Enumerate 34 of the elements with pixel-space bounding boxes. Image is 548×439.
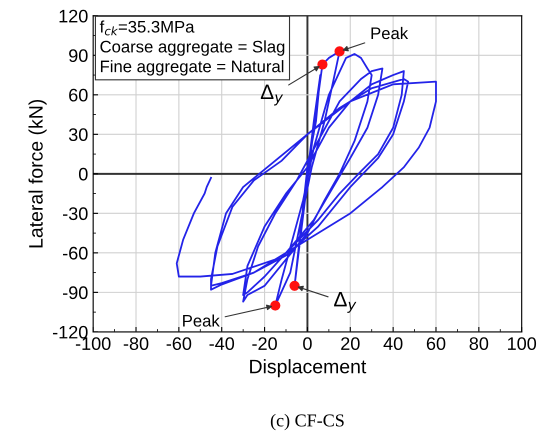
annotation: Δ$_{y}$ xyxy=(334,292,356,313)
y-tick-label: -60 xyxy=(63,246,88,260)
x-tick-label: -80 xyxy=(124,337,148,350)
y-tick-label: 0 xyxy=(78,168,88,181)
point xyxy=(334,46,345,56)
x-tick-label: 60 xyxy=(426,337,446,350)
point xyxy=(270,300,280,311)
x-tick-label: -60 xyxy=(166,337,192,350)
y-tick-label: 120 xyxy=(60,10,88,23)
y-tick-label: -90 xyxy=(63,286,88,300)
x-tick-label: 80 xyxy=(470,337,488,350)
y-tick-label: 30 xyxy=(68,128,88,142)
y-tick-label: 90 xyxy=(69,49,88,62)
y-tick-label: 60 xyxy=(69,88,88,102)
annotation: Fine aggregate = Natural xyxy=(100,60,284,76)
annotation: f$_{ck}$=35.3MPa xyxy=(100,20,194,36)
y-axis-title: Lateral force (kN) xyxy=(28,100,47,248)
point xyxy=(317,59,328,70)
y-tick-label: -30 xyxy=(63,207,88,220)
x-tick-label: 40 xyxy=(384,337,402,350)
x-axis-title: Displacement xyxy=(250,359,366,378)
point xyxy=(289,280,300,291)
annotation: Peak xyxy=(183,314,220,327)
x-tick-label: -20 xyxy=(252,337,277,350)
x-tick-label: 100 xyxy=(508,337,536,350)
annotation: Δ$_{y}$ xyxy=(260,84,284,106)
annotation: Coarse aggregate = Slag xyxy=(100,40,284,56)
x-tick-label: 0 xyxy=(303,337,312,350)
text: (c) CF-CS xyxy=(270,414,344,430)
x-tick-label: 20 xyxy=(341,337,360,350)
y-tick-label: -120 xyxy=(52,326,88,339)
annotation: Peak xyxy=(371,26,408,40)
x-tick-label: -40 xyxy=(209,337,234,350)
x-tick-label: -100 xyxy=(76,337,111,350)
